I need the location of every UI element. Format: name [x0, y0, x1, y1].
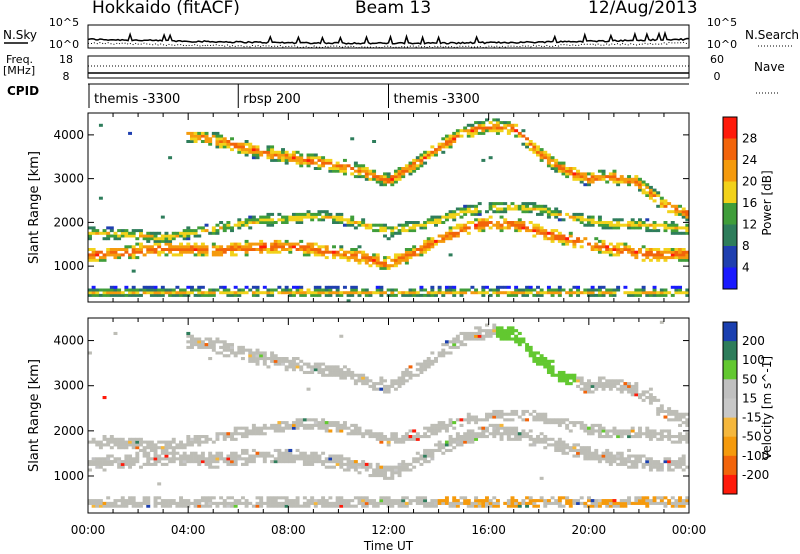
cpid-segment-label: rbsp 200 — [243, 92, 301, 107]
colorbar-tick-label: 15 — [742, 391, 757, 405]
colorbar-tick-label: 50 — [742, 372, 757, 386]
colorbar-tick-label: 100 — [742, 353, 765, 367]
colorbar-tick-label: -100 — [742, 449, 769, 463]
power-colorbar-label: Power [dB] — [760, 170, 774, 235]
colorbar-tick-label: 24 — [742, 153, 757, 167]
colorbar-tick-label: 12 — [742, 218, 757, 232]
nave-tick-top: 60 — [710, 53, 724, 66]
power-heatmap — [88, 118, 690, 303]
colorbar-tick-label: -200 — [742, 468, 769, 482]
colorbar-swatch — [723, 117, 737, 139]
nsearch-tick-bottom: 10^0 — [707, 38, 737, 51]
y-tick-label: 4000 — [53, 128, 84, 142]
y-tick-label: 1000 — [53, 469, 84, 483]
colorbar-tick-label: 28 — [742, 132, 757, 146]
colorbar-swatch — [723, 181, 737, 204]
cpid-segment-label: themis -3300 — [394, 92, 480, 107]
freq-unit-label: [MHz] — [3, 64, 36, 77]
velocity-colorbar-frame — [722, 321, 738, 495]
y-tick-label: 2000 — [53, 215, 84, 229]
velocity-heatmap — [88, 320, 690, 508]
colorbar-swatch — [723, 267, 737, 290]
beam-title: Beam 13 — [355, 0, 432, 18]
nsky-strip-frame — [87, 24, 690, 49]
cpid-segment-label: themis -3300 — [94, 92, 180, 107]
colorbar-swatch — [723, 224, 737, 247]
x-axis-label: Time UT — [363, 539, 414, 553]
x-tick-label: 12:00 — [371, 523, 406, 537]
y-tick-label: 3000 — [53, 172, 84, 186]
freq-label: Freq. — [6, 53, 34, 66]
colorbar-swatch — [723, 160, 737, 182]
colorbar-swatch — [723, 474, 737, 495]
colorbar-tick-label: 20 — [742, 175, 757, 189]
y-axis-label: Slant Range [km] — [27, 359, 42, 472]
y-tick-label: 3000 — [53, 379, 84, 393]
colorbar-swatch — [723, 246, 737, 268]
colorbar-tick-label: 8 — [742, 239, 750, 253]
power-frame — [87, 112, 690, 303]
colorbar-swatch — [723, 455, 737, 476]
x-tick-label: 20:00 — [572, 523, 607, 537]
nave-tick-bottom: 0 — [714, 70, 721, 83]
colorbar-tick-label: 200 — [742, 334, 765, 348]
velocity-frame — [87, 317, 690, 514]
colorbar-swatch — [723, 138, 737, 161]
nsky-tick-bottom: 10^0 — [49, 38, 79, 51]
x-tick-label: 00:00 — [672, 523, 707, 537]
colorbar-tick-label: -50 — [742, 430, 762, 444]
colorbar-tick-label: 4 — [742, 261, 750, 275]
colorbar-swatch — [723, 203, 737, 225]
nsky-trace — [87, 30, 690, 45]
velocity-colorbar-label: Velocity [m s^-1] — [760, 356, 774, 460]
date-title: 12/Aug/2013 — [588, 0, 698, 18]
colorbar-swatch — [723, 436, 737, 457]
freq-strip-frame — [87, 55, 690, 79]
colorbar-swatch — [723, 341, 737, 361]
y-axis-label: Slant Range [km] — [27, 151, 42, 264]
x-tick-label: 16:00 — [471, 523, 506, 537]
nsky-tick-top: 10^5 — [49, 16, 79, 29]
colorbar-swatch — [723, 417, 737, 438]
y-tick-label: 4000 — [53, 334, 84, 348]
x-tick-label: 08:00 — [271, 523, 306, 537]
colorbar-swatch — [723, 322, 737, 342]
y-tick-label: 1000 — [53, 259, 84, 273]
y-tick-label: 2000 — [53, 424, 84, 438]
freq-tick-top: 18 — [59, 53, 73, 66]
colorbar-tick-label: -15 — [742, 411, 762, 425]
station-title: Hokkaido (fitACF) — [92, 0, 240, 18]
freq-tick-bottom: 8 — [63, 70, 70, 83]
cpid-label: CPID — [7, 84, 40, 98]
nave-label: Nave — [754, 60, 785, 74]
nsky-label: N.Sky — [3, 28, 38, 42]
colorbar-swatch — [723, 379, 737, 399]
power-colorbar-frame — [722, 116, 738, 290]
nsearch-tick-top: 10^5 — [707, 16, 737, 29]
colorbar-swatch — [723, 398, 737, 418]
x-tick-label: 04:00 — [171, 523, 206, 537]
nsearch-label: N.Search — [745, 28, 800, 42]
colorbar-tick-label: 16 — [742, 196, 757, 210]
colorbar-swatch — [723, 360, 737, 380]
x-tick-label: 00:00 — [71, 523, 106, 537]
